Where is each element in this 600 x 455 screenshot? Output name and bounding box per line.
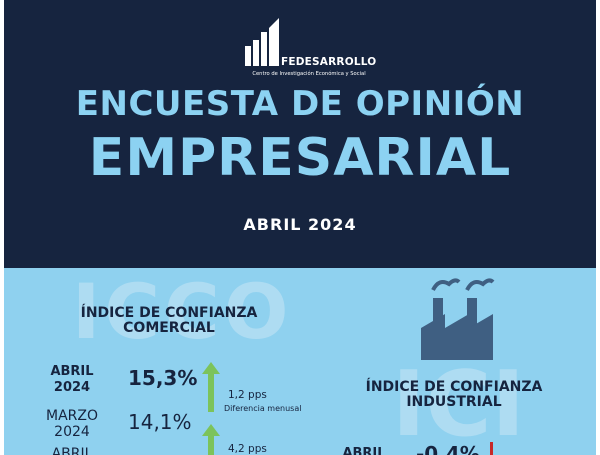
icco-watermark: ICCO bbox=[72, 268, 293, 356]
title-line-2: EMPRESARIAL bbox=[88, 128, 512, 188]
ici-row1-value: -0,4% bbox=[416, 442, 480, 455]
icco-row3-month: ABRIL bbox=[51, 446, 93, 455]
icco-row2-change: 4,2 pps bbox=[228, 443, 267, 455]
logo-name: FEDESARROLLO bbox=[281, 56, 377, 68]
icco-row2-period: MARZO 2024 bbox=[40, 408, 104, 440]
title-line-1: ENCUESTA DE OPINIÓN bbox=[75, 84, 525, 124]
header-banner: FEDESARROLLO Centro de Investigación Eco… bbox=[4, 0, 596, 268]
icco-row1-period: ABRIL 2024 bbox=[40, 364, 104, 396]
factory-icon bbox=[421, 278, 495, 360]
logo-subtitle: Centro de Investigación Económica y Soci… bbox=[252, 71, 366, 77]
icco-row1-change: 1,2 pps bbox=[228, 389, 267, 401]
icco-row1-value: 15,3% bbox=[128, 366, 198, 390]
bar-logo-icon bbox=[245, 18, 279, 66]
icco-row2-year: 2024 bbox=[54, 424, 90, 440]
icco-row1-change-note: Diferencia menusal bbox=[224, 404, 302, 413]
icco-row2-value: 14,1% bbox=[128, 410, 192, 434]
ici-title: ÍNDICE DE CONFIANZA INDUSTRIAL bbox=[365, 379, 543, 410]
down-arrow-icon bbox=[490, 442, 493, 455]
icco-title: ÍNDICE DE CONFIANZA COMERCIAL bbox=[80, 305, 258, 336]
ici-watermark: ICI bbox=[392, 352, 526, 455]
icco-row1-month: ABRIL bbox=[50, 364, 94, 379]
icco-row1-year: 2024 bbox=[53, 380, 91, 395]
icco-row2-month: MARZO bbox=[46, 408, 98, 424]
fedesarrollo-logo: FEDESARROLLO Centro de Investigación Eco… bbox=[243, 18, 377, 78]
up-arrow-icon bbox=[202, 362, 220, 412]
indices-section: ICCO ICI ÍNDICE DE CONFIANZA COMERCIAL A… bbox=[4, 268, 596, 455]
report-date: ABRIL 2024 bbox=[243, 215, 357, 234]
up-arrow-icon bbox=[202, 424, 220, 455]
ici-row1-month: ABRIL bbox=[342, 446, 386, 455]
